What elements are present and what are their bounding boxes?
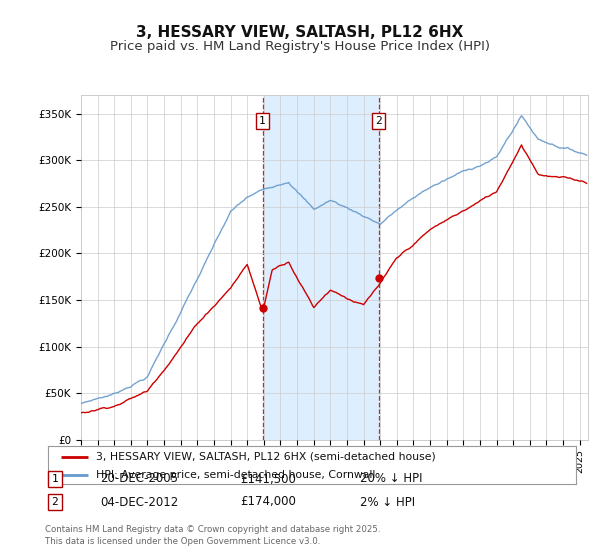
Bar [263,95,379,440]
Text: 1: 1 [259,116,266,126]
Text: 1: 1 [52,474,58,484]
Text: 3, HESSARY VIEW, SALTASH, PL12 6HX (semi-detached house): 3, HESSARY VIEW, SALTASH, PL12 6HX (semi… [95,452,435,462]
Text: 04-DEC-2012: 04-DEC-2012 [100,496,178,508]
Text: £141,500: £141,500 [240,473,296,486]
Text: 20% ↓ HPI: 20% ↓ HPI [360,473,422,486]
Text: Price paid vs. HM Land Registry's House Price Index (HPI): Price paid vs. HM Land Registry's House … [110,40,490,53]
Text: 2: 2 [376,116,382,126]
Text: 3, HESSARY VIEW, SALTASH, PL12 6HX: 3, HESSARY VIEW, SALTASH, PL12 6HX [136,25,464,40]
Text: 2: 2 [52,497,58,507]
Text: Contains HM Land Registry data © Crown copyright and database right 2025.
This d: Contains HM Land Registry data © Crown c… [45,525,380,546]
Text: HPI: Average price, semi-detached house, Cornwall: HPI: Average price, semi-detached house,… [95,470,375,480]
Text: £174,000: £174,000 [240,496,296,508]
Text: 2% ↓ HPI: 2% ↓ HPI [360,496,415,508]
Text: 20-DEC-2005: 20-DEC-2005 [100,473,178,486]
